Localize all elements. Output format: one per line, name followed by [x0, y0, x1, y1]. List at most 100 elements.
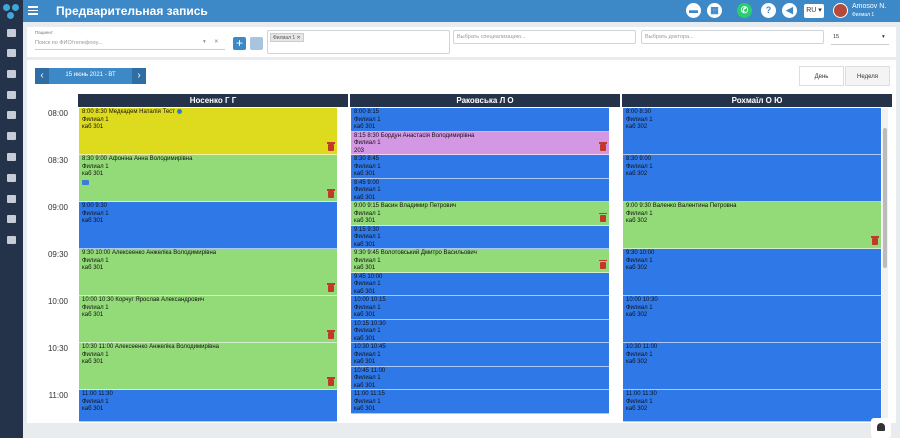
user-icon[interactable]: [7, 49, 16, 57]
slot-line: каб 301: [82, 406, 104, 413]
slot-line: каб 301: [354, 335, 376, 342]
user-name[interactable]: Amosov N.: [852, 3, 887, 10]
scrollbar[interactable]: [882, 108, 888, 418]
scroll-thumb[interactable]: [883, 128, 887, 268]
appointment-slot[interactable]: 8:30 9:00 Филиал 1 каб 302: [623, 155, 881, 202]
interval-chevron-icon[interactable]: ▾: [882, 34, 885, 40]
appointment-slot[interactable]: 9:00 9:30 Филиал 1 каб 301: [79, 202, 337, 249]
time-label: 09:30: [47, 250, 68, 259]
slot-line: 8:00 8:30 Медкадем Наталія Тест: [82, 109, 334, 117]
trash-icon[interactable]: [599, 142, 607, 151]
trash-icon[interactable]: [327, 189, 335, 198]
trash-icon[interactable]: [871, 236, 879, 245]
megaphone-icon[interactable]: ◀: [782, 3, 797, 18]
table-icon[interactable]: [7, 236, 16, 244]
appointment-slot[interactable]: 11:00 11:30 Филиал 1 каб 301: [79, 390, 337, 422]
document-icon[interactable]: [7, 91, 16, 99]
appointment-slot[interactable]: 10:15 10:30 Филиал 1 каб 301: [351, 319, 609, 343]
calculator-icon[interactable]: ▦: [707, 3, 722, 18]
appointment-slot[interactable]: 9:30 10:00 Алексеенко Анжеліка Володимир…: [79, 249, 337, 296]
date-navigator: ‹ 15 июнь 2021 - ВТ ›: [35, 68, 146, 84]
slot-line: каб 302: [626, 124, 648, 131]
settings-icon[interactable]: [7, 215, 16, 223]
slot-line: 8:00 8:15: [354, 109, 380, 115]
slot-line: 10:15 10:30: [354, 320, 386, 327]
language-select[interactable]: RU ▾: [804, 4, 824, 18]
appointment-slot[interactable]: 10:30 11:00 Алексеенко Анжеліка Володими…: [79, 343, 337, 390]
slot-line: 10:00 10:30 Корчуг Ярослав Александрович: [82, 297, 205, 303]
branch-tag[interactable]: Филиал 1 ✕: [270, 33, 304, 42]
appointment-slot[interactable]: 10:00 10:30 Корчуг Ярослав Александрович…: [79, 296, 337, 343]
slot-line: Филиал 1: [354, 398, 381, 405]
user-branch: Филиал 1: [852, 12, 875, 18]
slot-line: Филиал 1: [82, 163, 109, 170]
patient-card-icon[interactable]: [250, 37, 263, 50]
slot-line: 8:45 9:00: [354, 179, 380, 186]
avatar[interactable]: [833, 3, 848, 18]
appointment-slot[interactable]: 8:30 8:45 Филиал 1 каб 301: [351, 155, 609, 179]
notification-button[interactable]: [871, 418, 891, 438]
appointment-slot[interactable]: 9:00 9:15 Васин Владимир Петрович Филиал …: [351, 202, 609, 226]
trash-icon[interactable]: [327, 330, 335, 339]
view-day-tab[interactable]: День: [799, 66, 844, 86]
book-icon[interactable]: [7, 153, 16, 161]
keyboard-icon[interactable]: ▬: [686, 3, 701, 18]
phone-icon[interactable]: ✆: [737, 3, 752, 18]
appointment-slot[interactable]: 8:00 8:15 Филиал 1 каб 301: [351, 108, 609, 132]
appointment-slot[interactable]: 11:00 11:15 Филиал 1 каб 301: [351, 390, 609, 414]
time-label: 08:00: [47, 109, 68, 118]
slot-line: каб 301: [354, 194, 376, 201]
time-label: 11:00: [48, 391, 68, 400]
patient-search-input[interactable]: Поиск по ФИО/телефону...: [35, 40, 103, 46]
slot-line: 9:00 9:30 Валенко Валентина Петровна: [626, 203, 737, 209]
slot-line: Филиал 1: [354, 163, 381, 170]
patient-label: Пациент: [35, 30, 53, 35]
menu-icon[interactable]: [28, 6, 38, 15]
appointment-slot[interactable]: 9:45 10:00 Филиал 1 каб 301: [351, 272, 609, 296]
specialization-select[interactable]: [453, 30, 636, 44]
appointment-slot[interactable]: 9:15 9:30 Филиал 1 каб 301: [351, 225, 609, 249]
calendar-icon[interactable]: [7, 29, 16, 37]
appointment-slot[interactable]: 9:00 9:30 Валенко Валентина Петровна Фили…: [623, 202, 881, 249]
trash-icon[interactable]: [599, 212, 607, 222]
appointment-slot[interactable]: 11:00 11:30 Филиал 1 каб 302: [623, 390, 881, 422]
trash-icon[interactable]: [327, 142, 335, 151]
globe-icon: [176, 109, 182, 114]
trash-icon[interactable]: [599, 259, 607, 269]
appointment-slot[interactable]: 10:45 11:00 Филиал 1 каб 301: [351, 366, 609, 390]
next-day-button[interactable]: ›: [132, 68, 146, 84]
interval-select[interactable]: 15: [833, 34, 840, 40]
wallet-icon[interactable]: [7, 195, 16, 203]
current-date[interactable]: 15 июнь 2021 - ВТ: [65, 72, 116, 78]
slot-line: Филиал 1: [82, 257, 109, 264]
appointment-slot[interactable]: 10:30 10:45 Филиал 1 каб 301: [351, 343, 609, 367]
doctor-select[interactable]: [641, 30, 824, 44]
trash-icon[interactable]: [327, 377, 335, 386]
appointment-slot[interactable]: 10:30 11:00 Филиал 1 каб 302: [623, 343, 881, 390]
clear-icon[interactable]: ✕: [214, 39, 219, 45]
appointment-slot[interactable]: 8:30 9:00 Афоніна Анна Володимирівна Фили…: [79, 155, 337, 202]
heart-icon[interactable]: [7, 132, 16, 140]
help-icon[interactable]: ?: [761, 3, 776, 18]
add-patient-button[interactable]: +: [233, 37, 246, 50]
slot-line: каб 301: [82, 359, 104, 366]
trash-icon[interactable]: [327, 283, 335, 292]
appointment-slot[interactable]: 10:00 10:30 Филиал 1 каб 302: [623, 296, 881, 343]
slot-line: 8:30 9:00 Афоніна Анна Володимирівна: [82, 156, 193, 162]
appointment-slot[interactable]: 8:15 8:30 Бордун Анастасія Володимирівна…: [351, 131, 609, 155]
appointment-slot[interactable]: 8:45 9:00 Филиал 1 каб 301: [351, 178, 609, 202]
folder-icon[interactable]: [7, 174, 16, 182]
prev-day-button[interactable]: ‹: [35, 68, 49, 84]
appointment-slot[interactable]: 10:00 10:15 Филиал 1 каб 301: [351, 296, 609, 320]
schedule-icon[interactable]: [7, 70, 16, 78]
chart-icon[interactable]: [7, 111, 16, 119]
appointment-slot[interactable]: 8:00 8:30 Филиал 1 каб 302: [623, 108, 881, 155]
folder-icon[interactable]: [82, 179, 89, 185]
slot-line: 9:30 10:00 Алексеенко Анжеліка Володимир…: [82, 250, 217, 256]
appointment-slot[interactable]: 9:30 10:00 Филиал 1 каб 302: [623, 249, 881, 296]
appointment-slot[interactable]: 9:30 9:45 Волотовський Дмитро Васильович…: [351, 249, 609, 273]
chevron-down-icon[interactable]: ▾: [203, 39, 206, 45]
view-week-tab[interactable]: Неделя: [845, 66, 890, 86]
slot-line: каб 301: [82, 265, 104, 272]
